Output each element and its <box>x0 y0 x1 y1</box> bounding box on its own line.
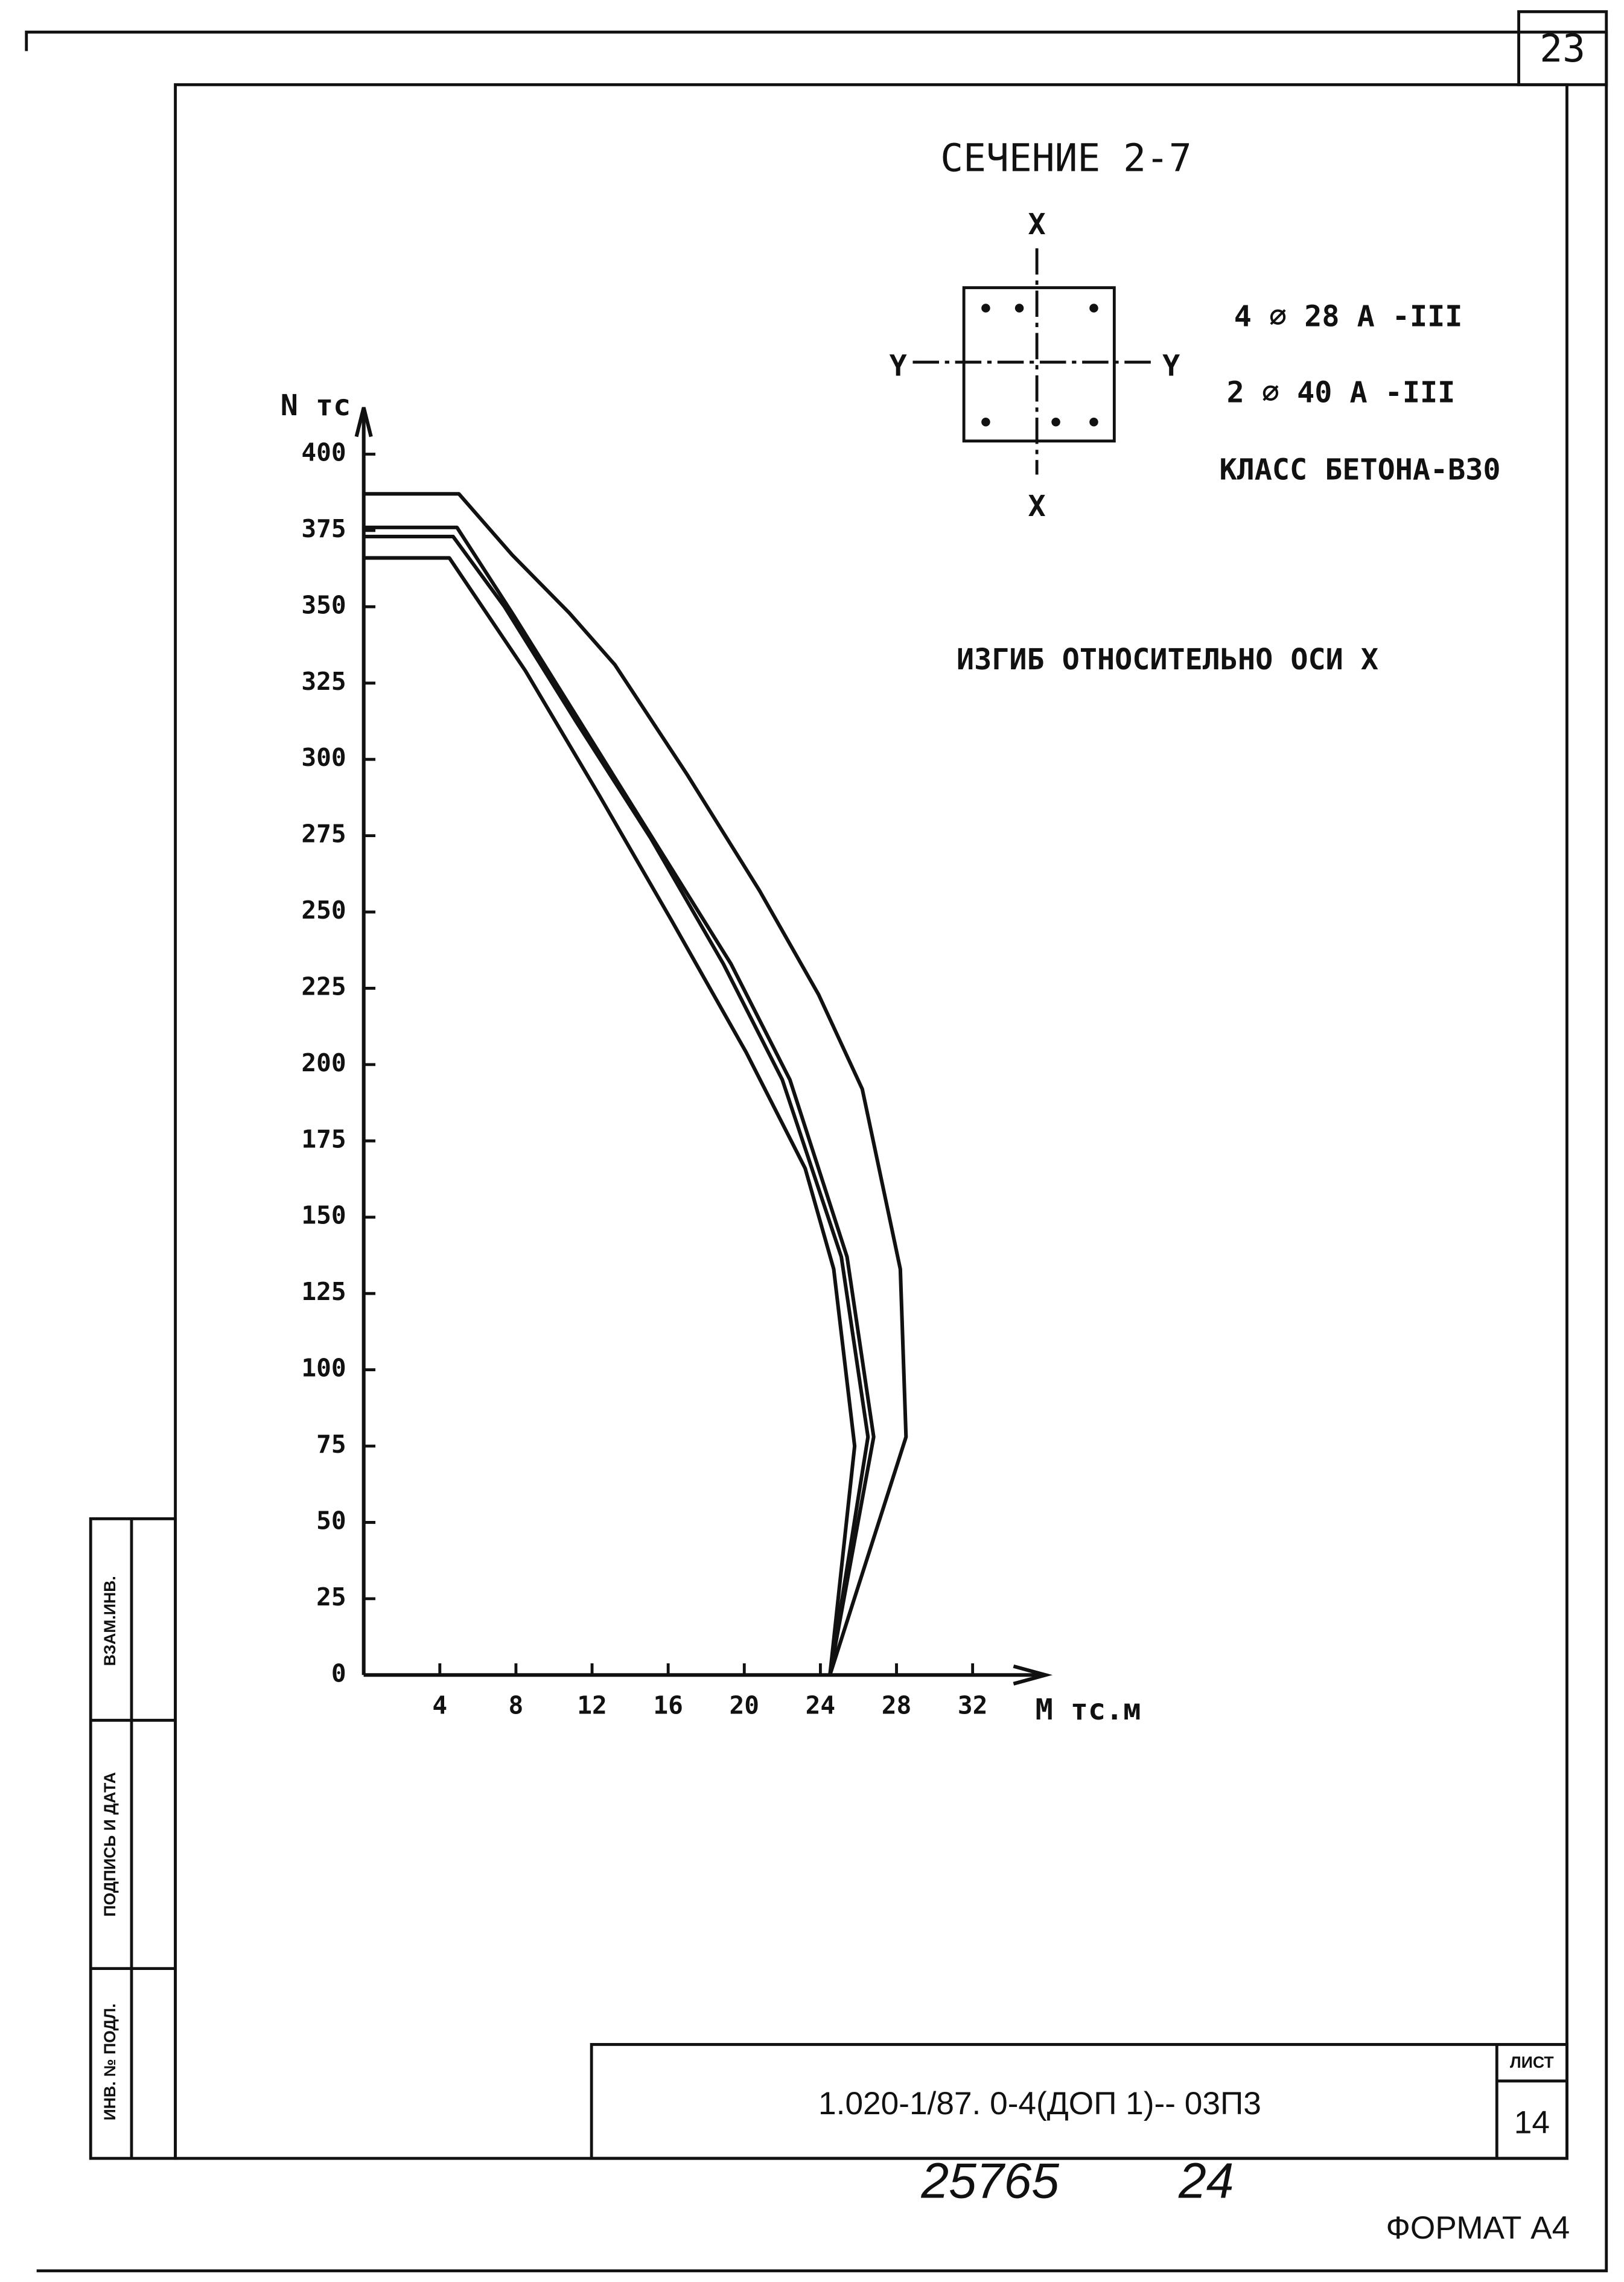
reinforcement: 2 ⌀ 40 А -III <box>1227 375 1456 409</box>
interaction-curve <box>363 535 870 1675</box>
y-tick-label: 100 <box>301 1354 346 1383</box>
interaction-curve <box>363 492 908 1676</box>
rebar <box>1051 418 1060 427</box>
x-tick-label: 4 <box>432 1691 447 1720</box>
rebar <box>1014 304 1024 313</box>
y-tick-label: 50 <box>316 1506 346 1535</box>
axis-mark: Y <box>1162 349 1180 383</box>
outer-frame <box>25 30 1608 2272</box>
section-sketch: СЕЧЕНИЕ 2-7 X X Y Y 4 ⌀ 28 А -III 2 ⌀ 40… <box>890 136 1501 677</box>
concrete-class: КЛАСС БЕТОНА-В30 <box>1220 453 1501 487</box>
handwritten-number: 24 <box>1178 2153 1234 2208</box>
y-tick-label: 0 <box>331 1659 346 1688</box>
chart-title: СЕЧЕНИЕ 2-7 <box>940 136 1192 180</box>
x-tick-label: 8 <box>509 1691 524 1720</box>
y-tick-label: 350 <box>301 590 346 619</box>
bending-note: ИЗГИБ ОТНОСИТЕЛЬНО ОСИ X <box>957 643 1378 677</box>
y-tick-label: 375 <box>301 514 346 543</box>
y-tick-label: 125 <box>301 1277 346 1306</box>
y-tick-label: 25 <box>316 1582 346 1611</box>
y-tick-label: 225 <box>301 972 346 1001</box>
title-block: 1.020-1/87. 0-4(ДОП 1)-- 03П3 ЛИСТ 14 <box>590 2043 1568 2160</box>
x-tick-label: 32 <box>958 1691 988 1720</box>
reinforcement: 4 ⌀ 28 А -III <box>1234 299 1463 333</box>
rebar <box>981 304 990 313</box>
sheet-number: 14 <box>1514 2105 1550 2141</box>
y-axis-label: N тс <box>281 389 351 422</box>
axis-mark: Y <box>890 349 907 383</box>
document-code: 1.020-1/87. 0-4(ДОП 1)-- 03П3 <box>818 2086 1261 2121</box>
title-block-box <box>590 2043 1568 2160</box>
interaction-curve <box>363 525 876 1675</box>
y-tick-label: 275 <box>301 820 346 849</box>
side-stamp: ВЗАМ.ИНВ. ПОДПИСЬ И ДАТА ИНВ. № ПОДЛ. <box>89 1517 177 2160</box>
y-tick-label: 400 <box>301 438 346 467</box>
rebar <box>1089 304 1098 313</box>
axis-mark: X <box>1028 489 1046 523</box>
rebar <box>981 418 990 427</box>
x-tick-label: 24 <box>806 1691 836 1720</box>
page-number: 23 <box>1540 27 1585 71</box>
handwritten-number: 25765 <box>920 2153 1059 2208</box>
x-axis-arrow <box>1013 1664 1053 1686</box>
sheet-label: ЛИСТ <box>1510 2053 1554 2071</box>
x-tick-label: 20 <box>730 1691 760 1720</box>
y-tick-label: 150 <box>301 1201 346 1230</box>
side-label: ВЗАМ.ИНВ. <box>101 1576 119 1666</box>
y-tick-label: 325 <box>301 667 346 696</box>
x-tick-label: 28 <box>882 1691 912 1720</box>
rebar <box>1089 418 1098 427</box>
page-number-box <box>1517 10 1608 86</box>
x-axis-label: M тс.м <box>1036 1693 1141 1727</box>
interaction-curve <box>363 556 857 1675</box>
y-tick-label: 75 <box>316 1430 346 1459</box>
format-label: ФОРМАТ А4 <box>1386 2210 1570 2246</box>
x-tick-label: 12 <box>577 1691 607 1720</box>
section-outline <box>962 286 1116 443</box>
side-label: ПОДПИСЬ И ДАТА <box>101 1772 119 1917</box>
y-tick-label: 300 <box>301 743 346 772</box>
axis-mark: X <box>1028 208 1046 241</box>
y-axis-arrow <box>354 407 373 438</box>
y-tick-label: 200 <box>301 1048 346 1077</box>
y-tick-label: 250 <box>301 896 346 925</box>
plot: N тс M тс.м 0 25 50 75 100 125 150 175 200 225 250 27… <box>281 389 1141 1727</box>
side-label: ИНВ. № ПОДЛ. <box>101 2004 119 2121</box>
x-tick-label: 16 <box>653 1691 683 1720</box>
y-tick-label: 175 <box>301 1124 346 1153</box>
